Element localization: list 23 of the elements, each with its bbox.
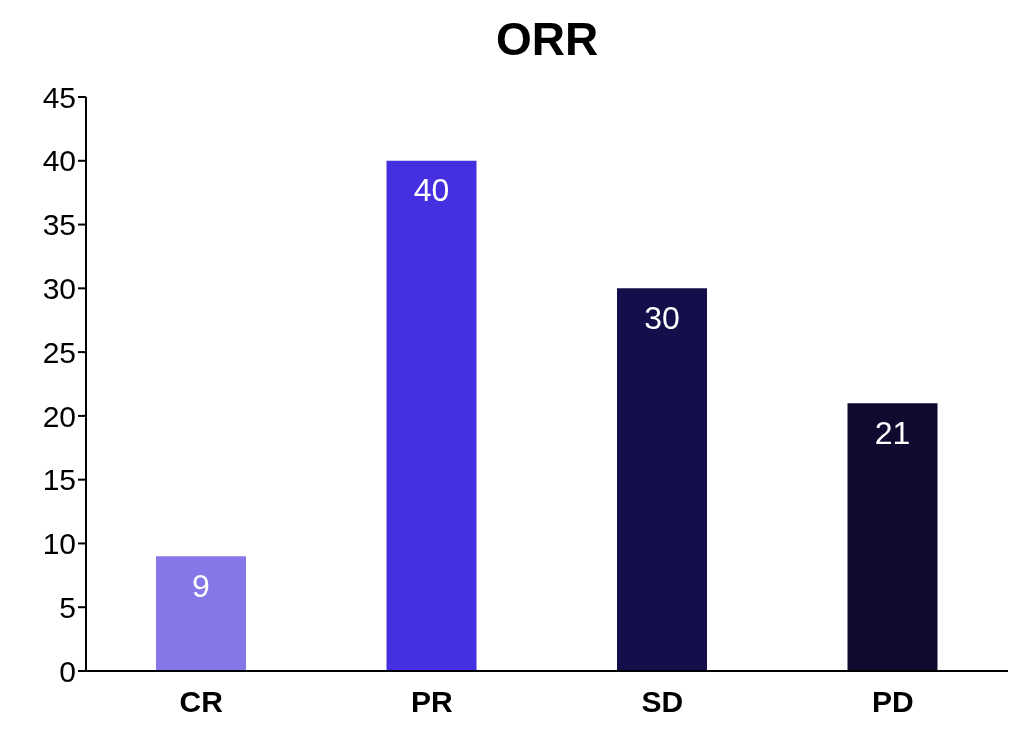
- bar: [617, 288, 707, 671]
- x-tick-label: CR: [179, 685, 224, 719]
- x-tick-label: SD: [641, 685, 684, 719]
- y-tick-label: 35: [42, 208, 76, 242]
- data-label: 30: [644, 300, 680, 337]
- y-tick-label: 25: [42, 335, 76, 369]
- x-tick-label: PD: [871, 685, 914, 719]
- y-tick-label: 15: [42, 463, 76, 497]
- y-tick-label: 20: [42, 399, 76, 433]
- x-tick-label: PR: [410, 685, 453, 719]
- data-label: 40: [413, 172, 450, 209]
- bar: [386, 160, 477, 671]
- y-tick-label: 30: [42, 271, 76, 305]
- bar: [156, 556, 246, 671]
- y-tick-label: 10: [42, 527, 76, 561]
- y-tick-label: 0: [59, 654, 76, 688]
- bar: [847, 403, 938, 671]
- data-label: 9: [192, 567, 210, 604]
- y-tick-label: 5: [59, 590, 76, 624]
- chart-title: ORR: [494, 12, 600, 66]
- data-label: 21: [874, 414, 911, 451]
- y-tick-label: 40: [42, 144, 76, 178]
- y-tick-label: 45: [42, 80, 76, 114]
